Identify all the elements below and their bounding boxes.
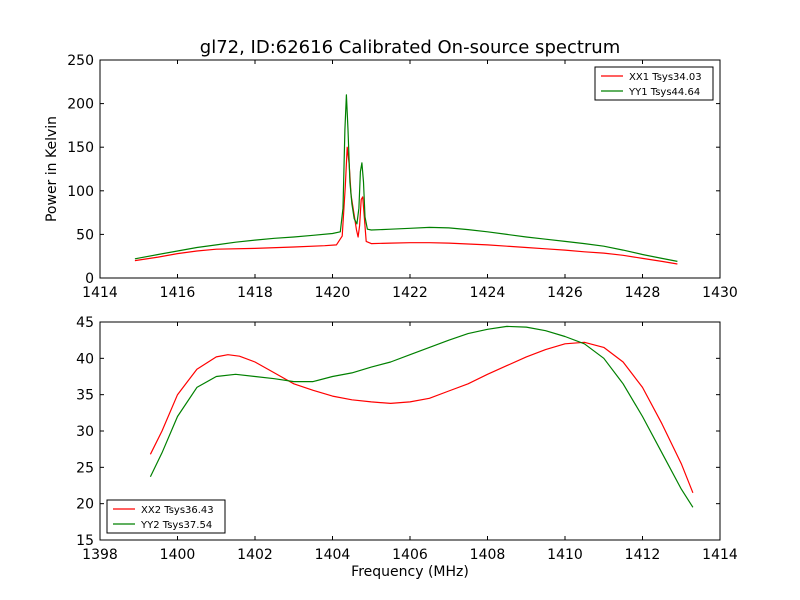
x-tick-label: 1414 xyxy=(82,285,118,301)
legend-box xyxy=(106,499,226,534)
chart-title: gl72, ID:62616 Calibrated On-source spec… xyxy=(200,37,620,58)
y-tick-label: 100 xyxy=(67,184,94,200)
series-line-1 xyxy=(149,341,694,494)
legend: XX2 Tsys36.43 YY2 Tsys37.54 xyxy=(106,499,226,534)
x-tick-label: 1398 xyxy=(82,547,118,563)
x-tick-label: 1412 xyxy=(625,547,661,563)
bottom-plot: 1398 1400 1402 1404 1406 1408 1410 1412 1414 15 20… xyxy=(76,315,738,563)
y-axis-label: Power in Kelvin xyxy=(44,116,60,222)
legend-label: YY1 Tsys44.64 xyxy=(628,87,700,98)
legend-label: XX1 Tsys34.03 xyxy=(629,72,702,83)
series-line-2 xyxy=(134,94,678,262)
legend-label: YY2 Tsys37.54 xyxy=(140,520,212,531)
x-tick-label: 1404 xyxy=(315,547,351,563)
x-tick-label: 1426 xyxy=(547,285,583,301)
legend-label: XX2 Tsys36.43 xyxy=(141,505,214,516)
legend: XX1 Tsys34.03 YY1 Tsys44.64 xyxy=(594,66,714,101)
y-tick-label: 40 xyxy=(76,351,94,367)
y-tick-label: 25 xyxy=(76,460,94,476)
series-line-1 xyxy=(134,146,678,265)
x-tick-label: 1410 xyxy=(547,547,583,563)
x-tick-label: 1418 xyxy=(237,285,273,301)
x-axis-label: Frequency (MHz) xyxy=(351,564,469,580)
legend-box xyxy=(594,66,714,101)
y-tick-label: 30 xyxy=(76,424,94,440)
y-tick-label: 35 xyxy=(76,388,94,404)
y-tick-label: 200 xyxy=(67,97,94,113)
y-tick-label: 20 xyxy=(76,497,94,513)
x-tick-label: 1430 xyxy=(702,285,738,301)
y-tick-label: 150 xyxy=(67,140,94,156)
x-tick-label: 1408 xyxy=(470,547,506,563)
x-tick-label: 1416 xyxy=(160,285,196,301)
y-tick-label: 50 xyxy=(76,227,94,243)
series-line-2 xyxy=(149,325,694,508)
x-tick-label: 1420 xyxy=(315,285,351,301)
x-tick-label: 1406 xyxy=(392,547,428,563)
y-tick-label: 250 xyxy=(67,53,94,69)
x-tick-label: 1428 xyxy=(625,285,661,301)
x-tick-label: 1424 xyxy=(470,285,506,301)
x-tick-label: 1422 xyxy=(392,285,428,301)
top-plot: 1414 1416 1418 1420 1422 1424 1426 1428 1430 0 50 1… xyxy=(44,53,738,301)
y-tick-label: 15 xyxy=(76,533,94,549)
y-tick-label: 0 xyxy=(85,271,94,287)
y-tick-label: 45 xyxy=(76,315,94,331)
x-tick-label: 1414 xyxy=(702,547,738,563)
x-tick-label: 1402 xyxy=(237,547,273,563)
x-tick-label: 1400 xyxy=(160,547,196,563)
